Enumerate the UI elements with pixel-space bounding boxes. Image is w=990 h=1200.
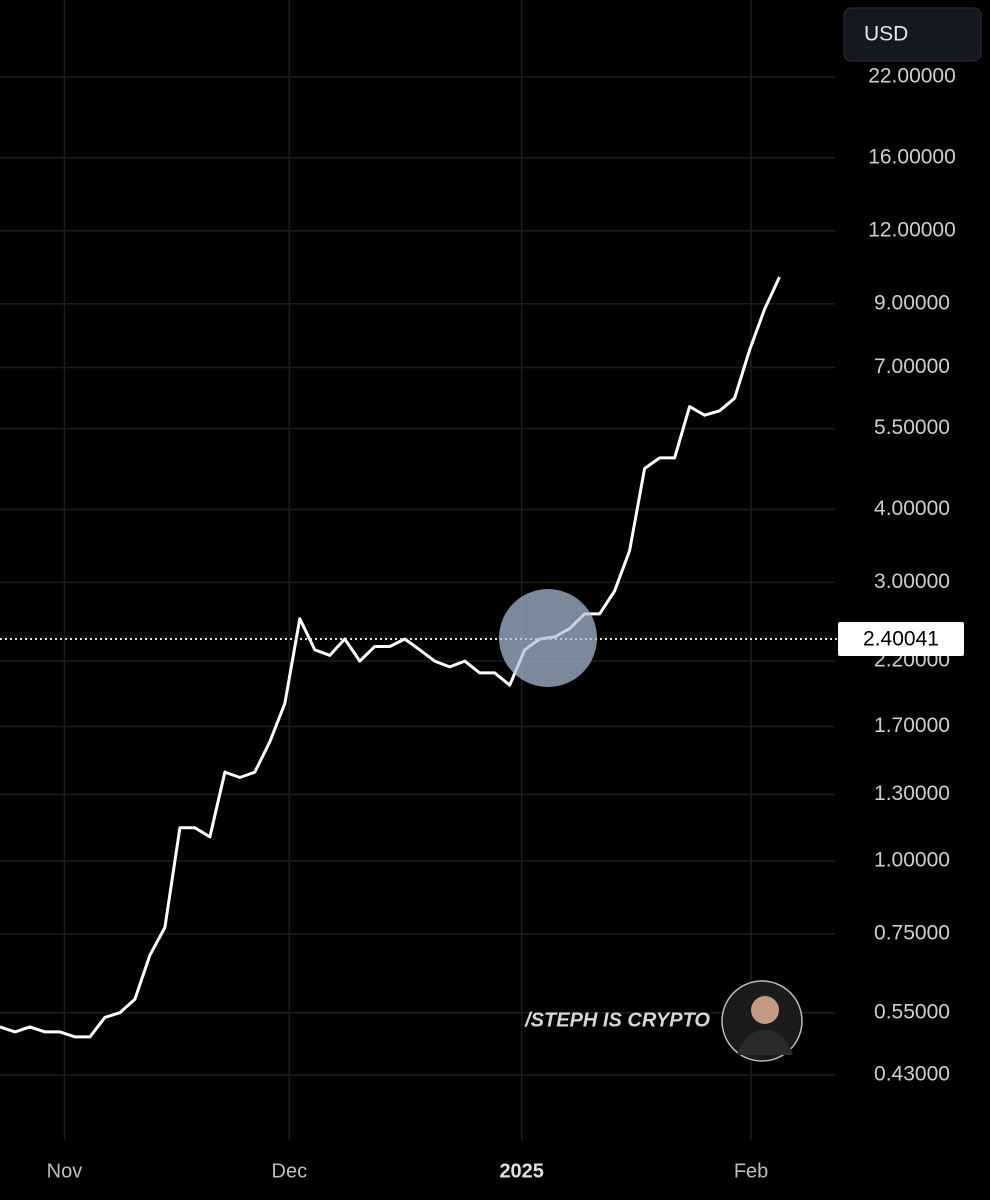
y-tick-label: 0.75000 [874, 922, 950, 945]
x-tick-label: Nov [47, 1160, 83, 1182]
y-tick-label: 12.00000 [868, 218, 956, 241]
current-price-label: 2.40041 [863, 627, 939, 650]
marks [0, 276, 838, 1039]
x-tick-label: Feb [734, 1160, 768, 1182]
currency-label: USD [864, 23, 908, 46]
y-tick-label: 16.00000 [868, 145, 956, 168]
highlight-circle [499, 589, 597, 687]
y-tick-label: 22.00000 [868, 65, 956, 88]
current-price-badge [838, 621, 964, 656]
price-line [0, 276, 781, 1039]
grid [0, 0, 835, 1140]
y-tick-label: 4.00000 [874, 497, 950, 520]
x-tick-label: Dec [272, 1160, 308, 1182]
watermark: /STEPH IS CRYPTO [524, 1009, 710, 1031]
y-tick-label: 0.43000 [874, 1063, 950, 1086]
y-tick-label: 1.30000 [874, 782, 950, 805]
y-tick-label: 7.00000 [874, 355, 950, 378]
y-tick-label: 9.00000 [874, 291, 950, 314]
y-tick-label: 1.00000 [874, 849, 950, 872]
y-tick-label: 5.50000 [874, 416, 950, 439]
currency-button[interactable] [843, 7, 982, 62]
y-tick-label: 3.00000 [874, 570, 950, 593]
x-tick-label: 2025 [499, 1160, 544, 1182]
avatar [721, 980, 803, 1062]
y-tick-label: 1.70000 [874, 714, 950, 737]
y-tick-label: 0.55000 [874, 1000, 950, 1023]
labels: 22.00000 16.00000 12.00000 9.00000 7.00000 5.… [47, 65, 964, 1182]
